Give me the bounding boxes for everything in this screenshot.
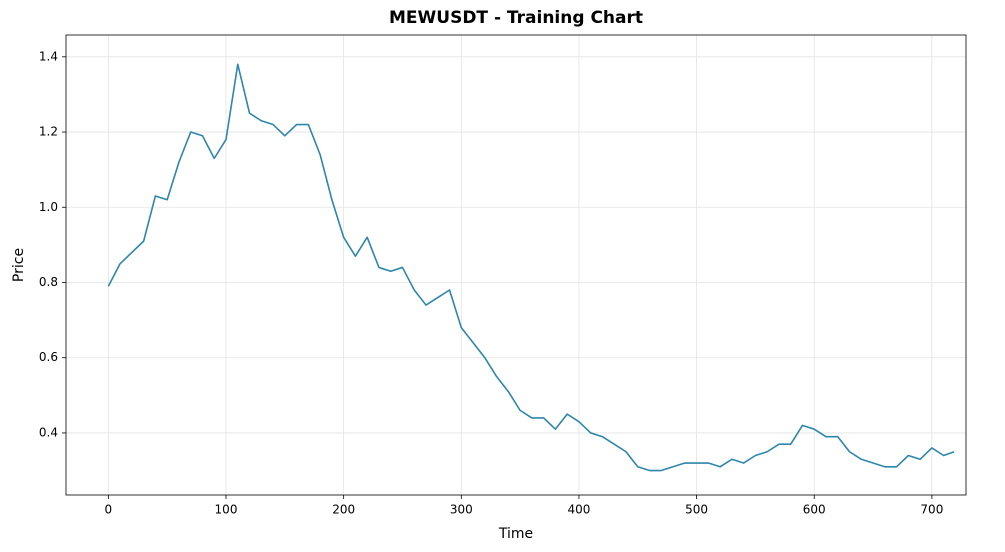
plot-frame: [65, 34, 967, 496]
y-tick-label: 1.2: [39, 125, 58, 139]
x-tick-label: 600: [803, 503, 826, 517]
y-tick-label: 0.8: [39, 275, 58, 289]
y-tick-label: 1.4: [39, 49, 58, 63]
x-tick-label: 300: [450, 503, 473, 517]
y-tick-label: 1.0: [39, 200, 58, 214]
y-tick-label: 0.4: [39, 425, 58, 439]
y-axis-label: Price: [11, 248, 27, 282]
y-tick-label: 0.6: [39, 350, 58, 364]
x-tick-label: 500: [685, 503, 708, 517]
x-axis-label: Time: [498, 526, 533, 542]
x-tick-label: 700: [920, 503, 943, 517]
price-line: [107, 63, 955, 472]
x-tick-label: 0: [105, 503, 113, 517]
x-tick-label: 200: [332, 503, 355, 517]
chart-title: MEWUSDT - Training Chart: [389, 8, 643, 28]
x-tick-label: 400: [567, 503, 590, 517]
x-tick-label: 100: [215, 503, 238, 517]
